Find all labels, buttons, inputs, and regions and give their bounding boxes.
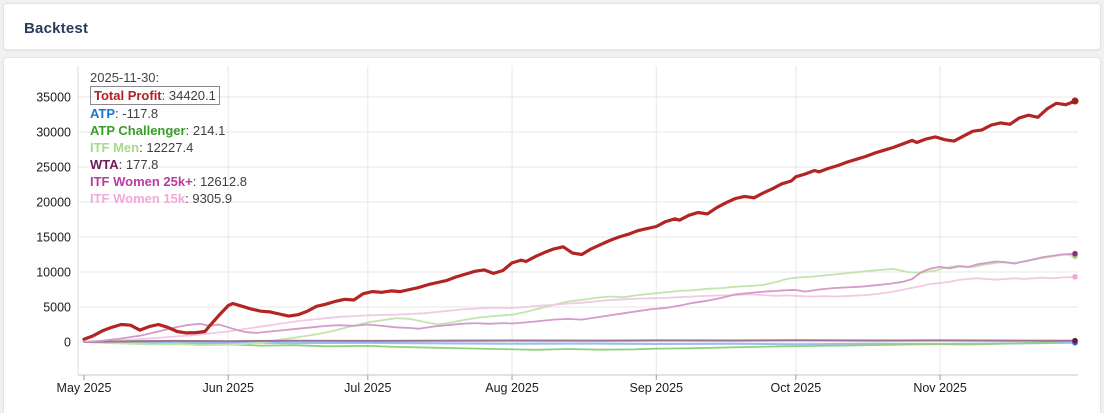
x-axis-tick-label: Jul 2025 (344, 381, 391, 395)
y-axis-tick-label: 0 (64, 336, 71, 350)
series-end-marker-itf-women-25k- (1072, 250, 1078, 257)
y-axis-tick-label: 35000 (36, 91, 71, 105)
x-axis-tick-label: Oct 2025 (770, 381, 821, 395)
series-end-marker-wta (1072, 337, 1078, 344)
y-axis-tick-label: 30000 (36, 126, 71, 140)
tooltip-series-label: ITF Men (90, 140, 140, 155)
tooltip-series-label: Total Profit (94, 88, 162, 103)
tooltip-series-label: ATP Challenger (90, 123, 186, 138)
tooltip-series-label: WTA (90, 157, 119, 172)
page-title: Backtest (24, 20, 89, 37)
y-axis-tick-label: 10000 (36, 266, 71, 280)
y-axis-tick-label: 25000 (36, 161, 71, 175)
tooltip-series-label: ITF Women 15k (90, 191, 186, 206)
x-axis-tick-label: May 2025 (57, 381, 112, 395)
series-line-total-profit (82, 99, 1077, 341)
tooltip-series-value: : 12612.8 (192, 174, 247, 189)
tooltip-row: ATP Challenger: 214.1 (90, 122, 247, 139)
chart-tooltip: 2025-11-30: Total Profit: 34420.1 ATP: -1… (90, 69, 247, 207)
tooltip-date: 2025-11-30: (90, 70, 160, 85)
chart-card (3, 57, 1101, 413)
series-line-itf-women-15k (83, 275, 1076, 343)
tooltip-row: ATP: -117.8 (90, 105, 247, 122)
tooltip-series-value: : 177.8 (118, 157, 159, 172)
tooltip-series-value: : -117.8 (115, 106, 159, 121)
tooltip-series-label: ATP (90, 106, 116, 121)
series-line-wta (83, 339, 1076, 343)
y-axis-tick-label: 5000 (43, 301, 71, 315)
tooltip-series-value: : 34420.1 (161, 88, 216, 103)
tooltip-row: ITF Women 15k: 9305.9 (90, 190, 247, 207)
series-line-itf-women-25k- (83, 252, 1076, 343)
tooltip-series-value: : 214.1 (185, 123, 226, 138)
tooltip-row: ITF Men: 12227.4 (90, 139, 247, 156)
y-axis-tick-label: 20000 (36, 196, 71, 210)
series-end-marker-total-profit (1071, 97, 1079, 105)
series-line-itf-men (83, 253, 1076, 347)
tooltip-highlight-box: Total Profit: 34420.1 (90, 86, 220, 105)
x-axis-tick-label: Sep 2025 (630, 381, 684, 395)
tooltip-row: Total Profit: 34420.1 (90, 86, 247, 105)
x-axis-tick-label: Jun 2025 (203, 381, 254, 395)
tooltip-rows: Total Profit: 34420.1 ATP: -117.8 ATP Chal… (90, 86, 247, 207)
tooltip-row: WTA: 177.8 (90, 156, 247, 173)
y-axis-tick-label: 15000 (36, 231, 71, 245)
header-card: Backtest (3, 3, 1101, 50)
x-axis-tick-label: Aug 2025 (485, 381, 539, 395)
x-axis-tick-label: Nov 2025 (913, 381, 967, 395)
tooltip-row: ITF Women 25k+: 12612.8 (90, 173, 247, 190)
series-line-atp-challenger (83, 339, 1076, 351)
series-end-marker-itf-women-15k (1072, 274, 1078, 280)
tooltip-series-label: ITF Women 25k+ (90, 174, 193, 189)
tooltip-series-value: : 9305.9 (185, 191, 233, 206)
tooltip-series-value: : 12227.4 (139, 140, 194, 155)
